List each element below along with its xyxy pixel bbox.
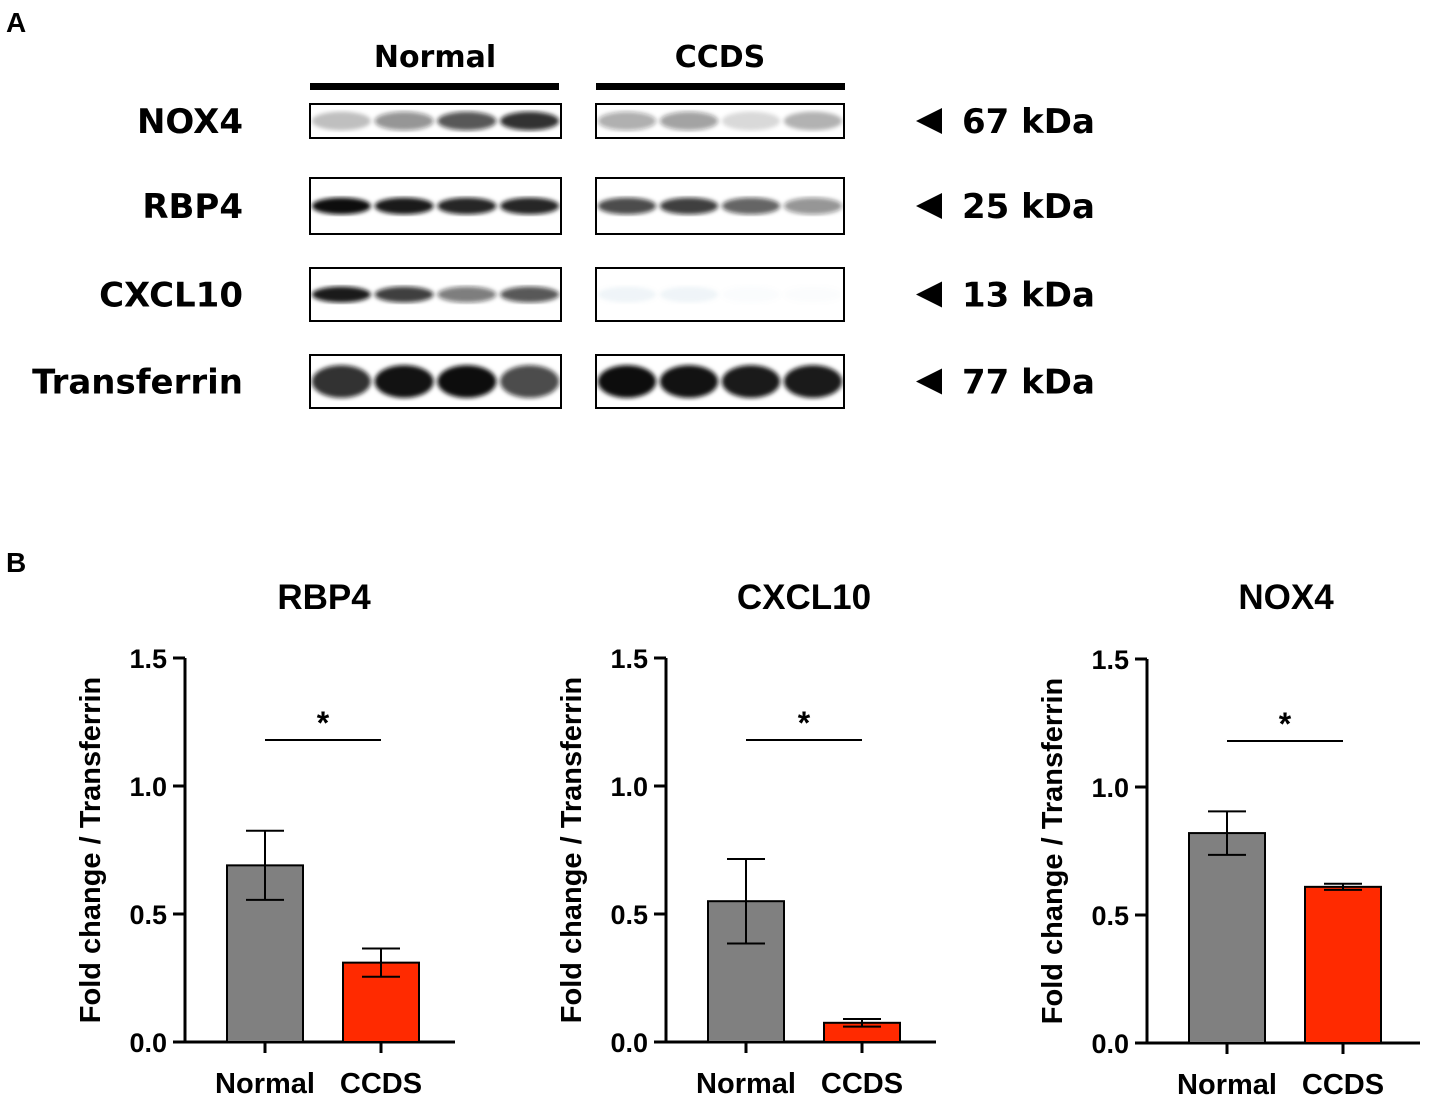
blot-band-nox4-ccds-1: [597, 111, 657, 131]
y-tick-label-cxcl10: 1.5: [610, 644, 648, 674]
x-tick-label-rbp4-ccds: CCDS: [340, 1068, 422, 1100]
blot-band-cxcl10-ccds-2: [659, 286, 719, 303]
blot-band-nox4-normal-1: [311, 111, 371, 131]
panel-label-b: B: [6, 547, 26, 578]
x-tick-label-cxcl10-normal: Normal: [696, 1068, 796, 1100]
blot-band-cxcl10-normal-1: [311, 286, 371, 303]
significance-star-nox4: *: [1279, 706, 1292, 742]
blot-band-transferrin-normal-4: [500, 365, 560, 398]
blot-band-cxcl10-ccds-4: [784, 287, 842, 303]
y-tick-label-rbp4: 0.5: [129, 900, 167, 930]
bar-rbp4-ccds: [342, 961, 420, 1044]
x-tick-label-nox4-ccds: CCDS: [1302, 1069, 1384, 1101]
chart-title-cxcl10: CXCL10: [737, 578, 871, 617]
blot-mw-label-transferrin: 77 kDa: [962, 363, 1095, 403]
blot-band-rbp4-ccds-2: [659, 197, 719, 215]
x-tick-label-rbp4-normal: Normal: [215, 1068, 315, 1100]
blot-mw-label-rbp4: 25 kDa: [962, 187, 1095, 227]
blot-band-transferrin-ccds-2: [659, 365, 719, 398]
significance-star-rbp4: *: [317, 705, 330, 741]
blot-group-ccds-label: CCDS: [675, 40, 766, 75]
blot-box-cxcl10-ccds: [595, 267, 845, 322]
blot-band-transferrin-ccds-3: [721, 365, 781, 398]
blot-arrow-icon-nox4: [916, 108, 942, 134]
blot-band-nox4-normal-3: [437, 111, 497, 131]
chart-nox4: NOX4 Fold change / Transferrin 0.0 0.5 1.0 1.…: [1037, 578, 1420, 1101]
blot-band-rbp4-normal-1: [311, 197, 371, 215]
blot-band-transferrin-normal-3: [437, 365, 497, 398]
bar-nox4-normal: [1188, 832, 1266, 1045]
blot-band-cxcl10-ccds-1: [597, 286, 657, 303]
blot-band-nox4-ccds-2: [659, 111, 719, 131]
blot-band-rbp4-ccds-1: [597, 197, 657, 215]
blot-arrow-icon-cxcl10: [916, 281, 942, 308]
blot-group-normal-label: Normal: [374, 40, 496, 75]
blot-protein-label-rbp4: RBP4: [142, 187, 243, 227]
chart-ylabel-nox4: Fold change / Transferrin: [1037, 678, 1069, 1024]
y-tick-label-cxcl10: 0.5: [610, 900, 648, 930]
significance-star-cxcl10: *: [798, 705, 811, 741]
x-tick-label-cxcl10-ccds: CCDS: [821, 1068, 903, 1100]
blot-band-cxcl10-normal-4: [500, 286, 560, 303]
blot-arrow-icon-rbp4: [916, 193, 942, 219]
bar-nox4-ccds: [1304, 885, 1382, 1045]
y-tick-label-rbp4: 1.5: [129, 644, 167, 674]
blot-band-cxcl10-normal-3: [437, 286, 497, 303]
blot-group-normal-bar: [310, 83, 559, 90]
y-tick-label-cxcl10: 1.0: [610, 772, 648, 802]
blot-band-rbp4-ccds-3: [721, 197, 781, 215]
blot-band-cxcl10-normal-2: [374, 286, 434, 303]
blot-band-nox4-normal-2: [374, 111, 434, 131]
blot-band-cxcl10-ccds-3: [721, 286, 781, 303]
blot-mw-label-cxcl10: 13 kDa: [962, 276, 1095, 316]
blot-mw-label-nox4: 67 kDa: [962, 102, 1095, 142]
blot-protein-label-cxcl10: CXCL10: [99, 276, 243, 316]
y-tick-label-nox4: 1.0: [1091, 773, 1129, 803]
y-tick-label-rbp4: 1.0: [129, 772, 167, 802]
blot-band-nox4-normal-4: [500, 111, 560, 131]
blot-band-rbp4-normal-3: [437, 197, 497, 215]
blot-band-rbp4-normal-2: [374, 197, 434, 215]
blot-band-nox4-ccds-4: [783, 111, 843, 131]
y-tick-label-nox4: 1.5: [1091, 645, 1129, 675]
blot-band-transferrin-ccds-4: [783, 365, 843, 398]
bar-charts-panel: RBP4 Fold change / Transferrin 0.0 0.5 1.0 1.…: [75, 578, 1420, 1101]
blot-rows: NOX4 67 kDa RBP4 25 kDa CXCL10 13 kDa Transfer…: [32, 102, 1095, 409]
blot-band-transferrin-ccds-1: [597, 365, 657, 398]
y-tick-label-cxcl10: 0.0: [610, 1028, 648, 1058]
chart-title-rbp4: RBP4: [277, 578, 371, 617]
blot-arrow-icon-transferrin: [916, 368, 942, 395]
blot-band-rbp4-normal-4: [500, 197, 560, 215]
blot-band-transferrin-normal-1: [311, 365, 371, 398]
blot-group-ccds-bar: [596, 83, 845, 90]
blot-protein-label-nox4: NOX4: [137, 102, 243, 142]
blot-band-transferrin-normal-2: [374, 365, 434, 398]
x-tick-label-nox4-normal: Normal: [1177, 1069, 1277, 1101]
chart-ylabel-rbp4: Fold change / Transferrin: [75, 677, 107, 1023]
chart-ylabel-cxcl10: Fold change / Transferrin: [556, 677, 588, 1023]
chart-title-nox4: NOX4: [1238, 578, 1334, 617]
panel-label-a: A: [6, 7, 26, 38]
blot-protein-label-transferrin: Transferrin: [32, 363, 243, 403]
y-tick-label-nox4: 0.0: [1091, 1029, 1129, 1059]
western-blot-panel: Normal CCDS NOX4 67 kDa RBP4 25 kDa CXCL10 13…: [32, 40, 1095, 409]
y-tick-label-rbp4: 0.0: [129, 1028, 167, 1058]
chart-cxcl10: CXCL10 Fold change / Transferrin 0.0 0.5 1.0…: [556, 578, 936, 1100]
chart-rbp4: RBP4 Fold change / Transferrin 0.0 0.5 1.0 1.…: [75, 578, 455, 1100]
y-tick-label-nox4: 0.5: [1091, 901, 1129, 931]
blot-band-nox4-ccds-3: [721, 111, 781, 131]
blot-band-rbp4-ccds-4: [783, 197, 843, 215]
